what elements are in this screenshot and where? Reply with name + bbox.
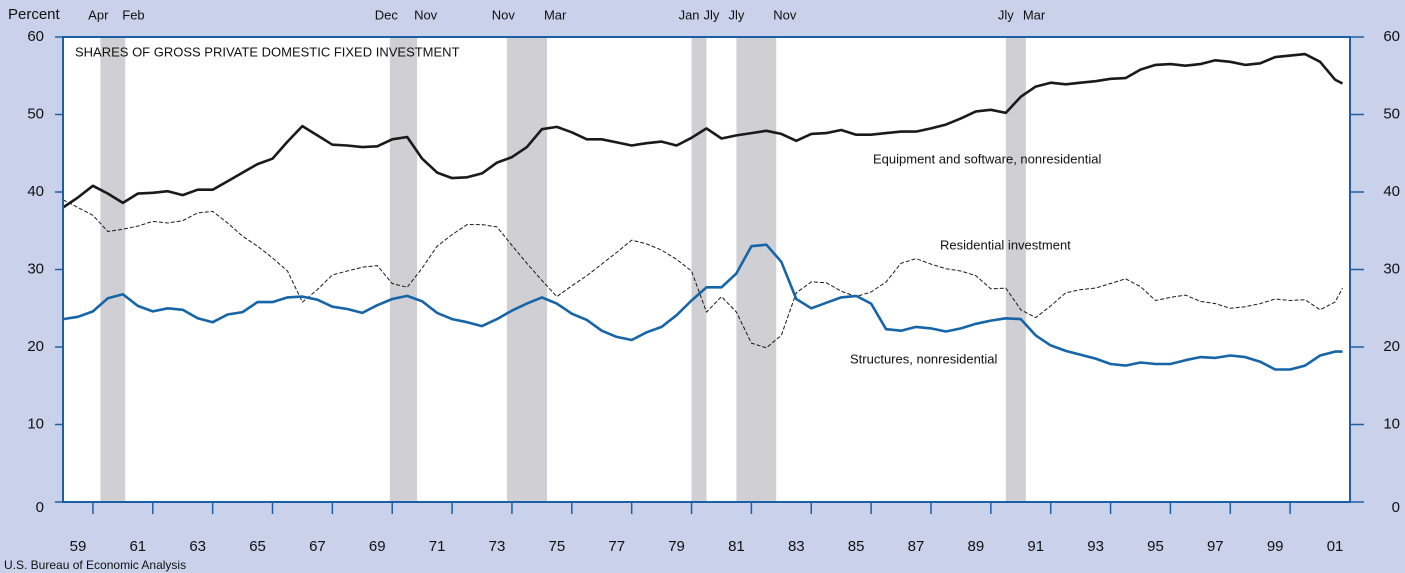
x-tick-label: 59 bbox=[70, 538, 87, 555]
y2-tick-label: 0 bbox=[1392, 499, 1400, 516]
x-tick-label: 87 bbox=[908, 538, 925, 555]
recession-start-label: Dec bbox=[375, 7, 399, 22]
x-tick-label: 75 bbox=[549, 538, 566, 555]
x-tick-label: 77 bbox=[608, 538, 625, 555]
recession-start-label: Jly bbox=[729, 7, 745, 22]
recession-start-label: Jly bbox=[998, 7, 1014, 22]
x-tick-label: 97 bbox=[1207, 538, 1224, 555]
recession-band bbox=[506, 37, 547, 502]
series-label: Structures, nonresidential bbox=[850, 351, 998, 366]
x-tick-label: 67 bbox=[309, 538, 326, 555]
x-tick-label: 99 bbox=[1267, 538, 1284, 555]
recession-end-label: Feb bbox=[122, 7, 144, 22]
x-tick-label: 93 bbox=[1087, 538, 1104, 555]
y-tick-label: 20 bbox=[27, 338, 44, 355]
x-tick-label: 61 bbox=[129, 538, 146, 555]
recession-end-label: Jly bbox=[704, 7, 720, 22]
x-tick-label: 81 bbox=[728, 538, 745, 555]
source: U.S. Bureau of Economic Analysis bbox=[4, 558, 186, 572]
recession-band bbox=[389, 37, 418, 502]
x-tick-label: 91 bbox=[1027, 538, 1044, 555]
x-tick-label: 73 bbox=[489, 538, 506, 555]
recession-end-label: Mar bbox=[1023, 7, 1046, 22]
recession-band bbox=[100, 37, 126, 502]
recession-end-label: Nov bbox=[414, 7, 438, 22]
y-axis-label: Percent bbox=[8, 6, 61, 23]
series-label: Residential investment bbox=[940, 237, 1071, 252]
recession-band bbox=[1005, 37, 1026, 502]
x-tick-label: 89 bbox=[968, 538, 985, 555]
y-tick-label: 40 bbox=[27, 183, 44, 200]
recession-band bbox=[691, 37, 707, 502]
y-tick-label: 0 bbox=[36, 499, 44, 516]
x-tick-label: 83 bbox=[788, 538, 805, 555]
y2-tick-label: 20 bbox=[1383, 338, 1400, 355]
y-tick-label: 10 bbox=[27, 415, 44, 432]
x-tick-label: 01 bbox=[1327, 538, 1344, 555]
recession-start-label: Jan bbox=[679, 7, 700, 22]
recession-band bbox=[736, 37, 777, 502]
y-tick-label: 60 bbox=[27, 28, 44, 45]
series-line bbox=[62, 52, 1344, 209]
y2-tick-label: 50 bbox=[1383, 105, 1400, 122]
recession-start-label: Apr bbox=[88, 7, 109, 22]
y2-tick-label: 10 bbox=[1383, 415, 1400, 432]
x-tick-label: 65 bbox=[249, 538, 266, 555]
series-line bbox=[62, 199, 1343, 349]
x-tick-label: 63 bbox=[189, 538, 206, 555]
x-tick-label: 79 bbox=[668, 538, 685, 555]
y2-tick-label: 40 bbox=[1383, 183, 1400, 200]
marks bbox=[62, 37, 1344, 502]
x-tick-label: 95 bbox=[1147, 538, 1164, 555]
x-tick-label: 69 bbox=[369, 538, 386, 555]
recession-end-label: Nov bbox=[773, 7, 797, 22]
series-line bbox=[62, 243, 1343, 371]
y2-tick-label: 30 bbox=[1383, 260, 1400, 277]
chart-title: SHARES OF GROSS PRIVATE DOMESTIC FIXED I… bbox=[75, 44, 460, 59]
x-tick-label: 85 bbox=[848, 538, 865, 555]
x-tick-label: 71 bbox=[429, 538, 446, 555]
y-tick-label: 50 bbox=[27, 105, 44, 122]
y-tick-label: 30 bbox=[27, 260, 44, 277]
recession-start-label: Nov bbox=[492, 7, 516, 22]
recession-end-label: Mar bbox=[544, 7, 567, 22]
series-label: Equipment and software, nonresidential bbox=[873, 151, 1101, 166]
y2-tick-label: 60 bbox=[1383, 28, 1400, 45]
